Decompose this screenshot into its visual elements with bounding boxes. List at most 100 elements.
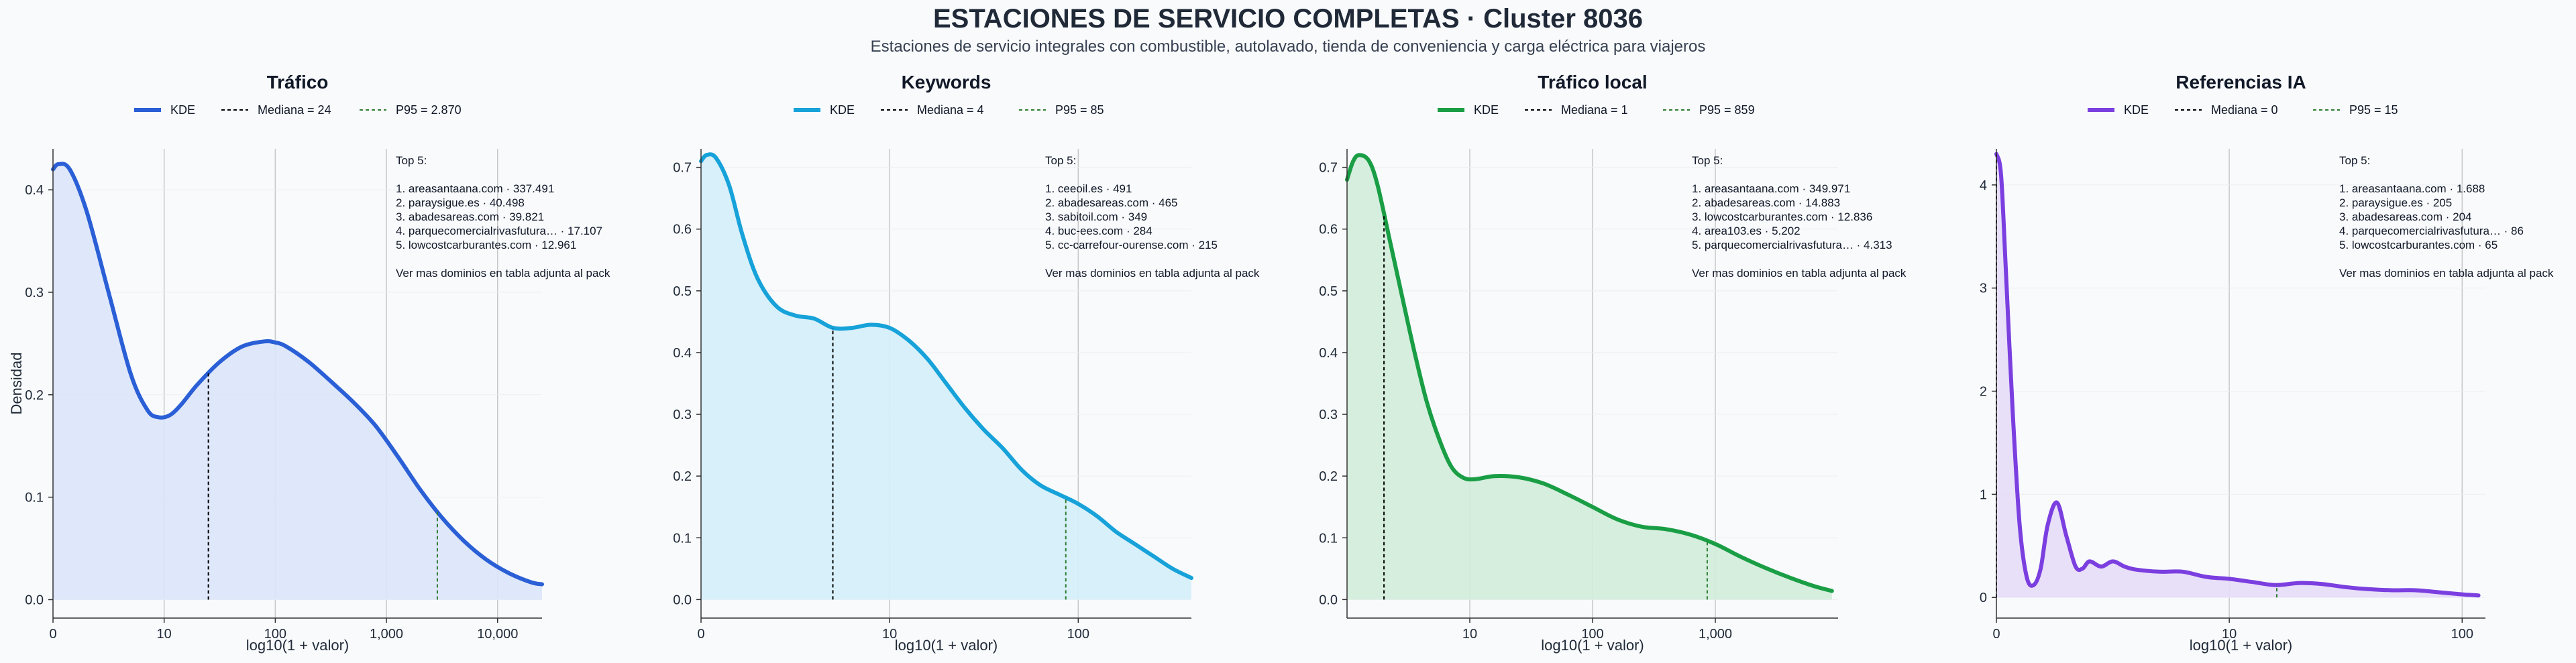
annotation-line: 2. abadesareas.com · 14.883 <box>1692 196 1840 209</box>
y-tick-label: 0.1 <box>673 531 692 546</box>
annotation-line: 1. areasantaana.com · 337.491 <box>396 182 554 195</box>
annotation-line: 4. parquecomercialrivasfutura… · 17.107 <box>396 225 602 237</box>
y-tick-label: 0.0 <box>1319 593 1338 607</box>
panel-title: Tráfico <box>267 72 329 93</box>
annotation-heading: Top 5: <box>396 154 427 167</box>
annotation-line: 3. abadesareas.com · 204 <box>2339 210 2472 223</box>
y-tick-label: 0.3 <box>673 408 692 422</box>
chart-panel-2: Keywords KDE Mediana = 4 P95 = 85 0 10 100 0.0 0… <box>673 72 1260 654</box>
annotation-line: 2. paraysigue.es · 205 <box>2339 196 2452 209</box>
x-tick-label: 100 <box>2451 627 2473 642</box>
legend-kde-label: KDE <box>2124 103 2149 117</box>
annotation-heading: Top 5: <box>1045 154 1076 167</box>
y-tick-label: 0.1 <box>1319 531 1338 546</box>
x-tick-label: 0 <box>1992 627 2000 642</box>
panel-title: Tráfico local <box>1538 72 1647 93</box>
kde-line <box>1345 153 1834 593</box>
kde-line <box>699 152 1193 581</box>
panel-title: Referencias IA <box>2176 72 2306 93</box>
y-tick-label: 0.2 <box>673 469 692 484</box>
annotation-line: 4. buc-ees.com · 284 <box>1045 225 1152 237</box>
x-tick-label: 100 <box>264 627 286 642</box>
annotation-line: Ver mas dominios en tabla adjunta al pac… <box>396 267 610 280</box>
annotation-line: 2. paraysigue.es · 40.498 <box>396 196 525 209</box>
annotation-line: 5. cc-carrefour-ourense.com · 215 <box>1045 239 1218 251</box>
figure-title: ESTACIONES DE SERVICIO COMPLETAS · Clust… <box>932 4 1643 34</box>
kde-line <box>51 162 544 587</box>
legend: KDE Mediana = 0 P95 = 15 <box>2088 103 2398 117</box>
x-tick-label: 0 <box>697 627 704 642</box>
y-tick-label: 0.7 <box>1319 161 1338 176</box>
y-tick-label: 0.4 <box>673 346 692 361</box>
x-tick-label: 1,000 <box>370 627 403 642</box>
y-tick-label: 3 <box>1980 282 1987 296</box>
x-axis-label: log10(1 + valor) <box>246 637 349 654</box>
legend-median-label: Mediana = 0 <box>2211 103 2278 117</box>
annotation-line: 2. abadesareas.com · 465 <box>1045 196 1178 209</box>
y-tick-label: 0.6 <box>1319 223 1338 237</box>
annotation-line: 1. areasantaana.com · 1.688 <box>2339 182 2485 195</box>
x-tick-label: 10 <box>1462 627 1477 642</box>
y-tick-label: 1 <box>1980 487 1987 502</box>
y-tick-label: 4 <box>1980 178 1987 193</box>
annotation-line: 3. abadesareas.com · 39.821 <box>396 210 544 223</box>
y-tick-label: 2 <box>1980 385 1987 400</box>
chart-panel-3: Tráfico local KDE Mediana = 1 P95 = 859 10 10… <box>1319 72 1907 654</box>
y-axis-label: Densidad <box>8 353 25 415</box>
legend-p95-label: P95 = 85 <box>1055 103 1104 117</box>
x-tick-label: 100 <box>1581 627 1603 642</box>
y-tick-label: 0.2 <box>25 388 44 403</box>
x-tick-label: 0 <box>49 627 56 642</box>
annotation-line: 5. parquecomercialrivasfutura… · 4.313 <box>1692 239 1892 251</box>
y-tick-label: 0.6 <box>673 223 692 237</box>
y-tick-label: 0.4 <box>1319 346 1338 361</box>
annotation-line: Ver mas dominios en tabla adjunta al pac… <box>1045 267 1260 280</box>
y-tick-label: 0.0 <box>25 593 44 607</box>
panel-title: Keywords <box>902 72 991 93</box>
legend: KDE Mediana = 1 P95 = 859 <box>1438 103 1755 117</box>
x-tick-label: 10 <box>882 627 897 642</box>
y-tick-label: 0.5 <box>673 284 692 299</box>
x-tick-label: 10 <box>2222 627 2237 642</box>
x-axis-label: log10(1 + valor) <box>1541 637 1644 654</box>
y-tick-label: 0 <box>1980 591 1987 605</box>
y-tick-label: 0.3 <box>25 286 44 300</box>
legend-p95-label: P95 = 859 <box>1699 103 1755 117</box>
y-tick-label: 0.2 <box>1319 469 1338 484</box>
y-tick-label: 0.7 <box>673 161 692 176</box>
legend-median-label: Mediana = 24 <box>258 103 331 117</box>
y-tick-label: 0.0 <box>673 593 692 607</box>
kde-area <box>1347 155 1832 600</box>
legend: KDE Mediana = 24 P95 = 2.870 <box>134 103 462 117</box>
kde-area <box>701 154 1191 600</box>
legend-p95-label: P95 = 15 <box>2349 103 2398 117</box>
x-tick-label: 10 <box>157 627 172 642</box>
annotation-line: 5. lowcostcarburantes.com · 65 <box>2339 239 2498 251</box>
legend: KDE Mediana = 4 P95 = 85 <box>794 103 1104 117</box>
annotation-line: 5. lowcostcarburantes.com · 12.961 <box>396 239 576 251</box>
figure-subtitle: Estaciones de servicio integrales con co… <box>870 38 1706 56</box>
chart-panel-1: Tráfico KDE Mediana = 24 P95 = 2.870 0 10 100 1… <box>8 72 610 654</box>
x-axis-label: log10(1 + valor) <box>2190 637 2292 654</box>
legend-median-label: Mediana = 4 <box>917 103 984 117</box>
x-tick-label: 1,000 <box>1699 627 1732 642</box>
annotation-line: 1. ceeoil.es · 491 <box>1045 182 1132 195</box>
x-tick-label: 10,000 <box>477 627 518 642</box>
y-tick-label: 0.3 <box>1319 408 1338 422</box>
kde-line <box>1994 152 2481 598</box>
annotation-heading: Top 5: <box>1692 154 1723 167</box>
annotation-line: 4. area103.es · 5.202 <box>1692 225 1801 237</box>
annotation-line: 3. sabitoil.com · 349 <box>1045 210 1147 223</box>
legend-p95-label: P95 = 2.870 <box>396 103 462 117</box>
y-tick-label: 0.5 <box>1319 284 1338 299</box>
annotation-line: Ver mas dominios en tabla adjunta al pac… <box>1692 267 1907 280</box>
annotation-heading: Top 5: <box>2339 154 2370 167</box>
legend-kde-label: KDE <box>830 103 855 117</box>
legend-median-label: Mediana = 1 <box>1561 103 1628 117</box>
x-tick-label: 100 <box>1067 627 1089 642</box>
